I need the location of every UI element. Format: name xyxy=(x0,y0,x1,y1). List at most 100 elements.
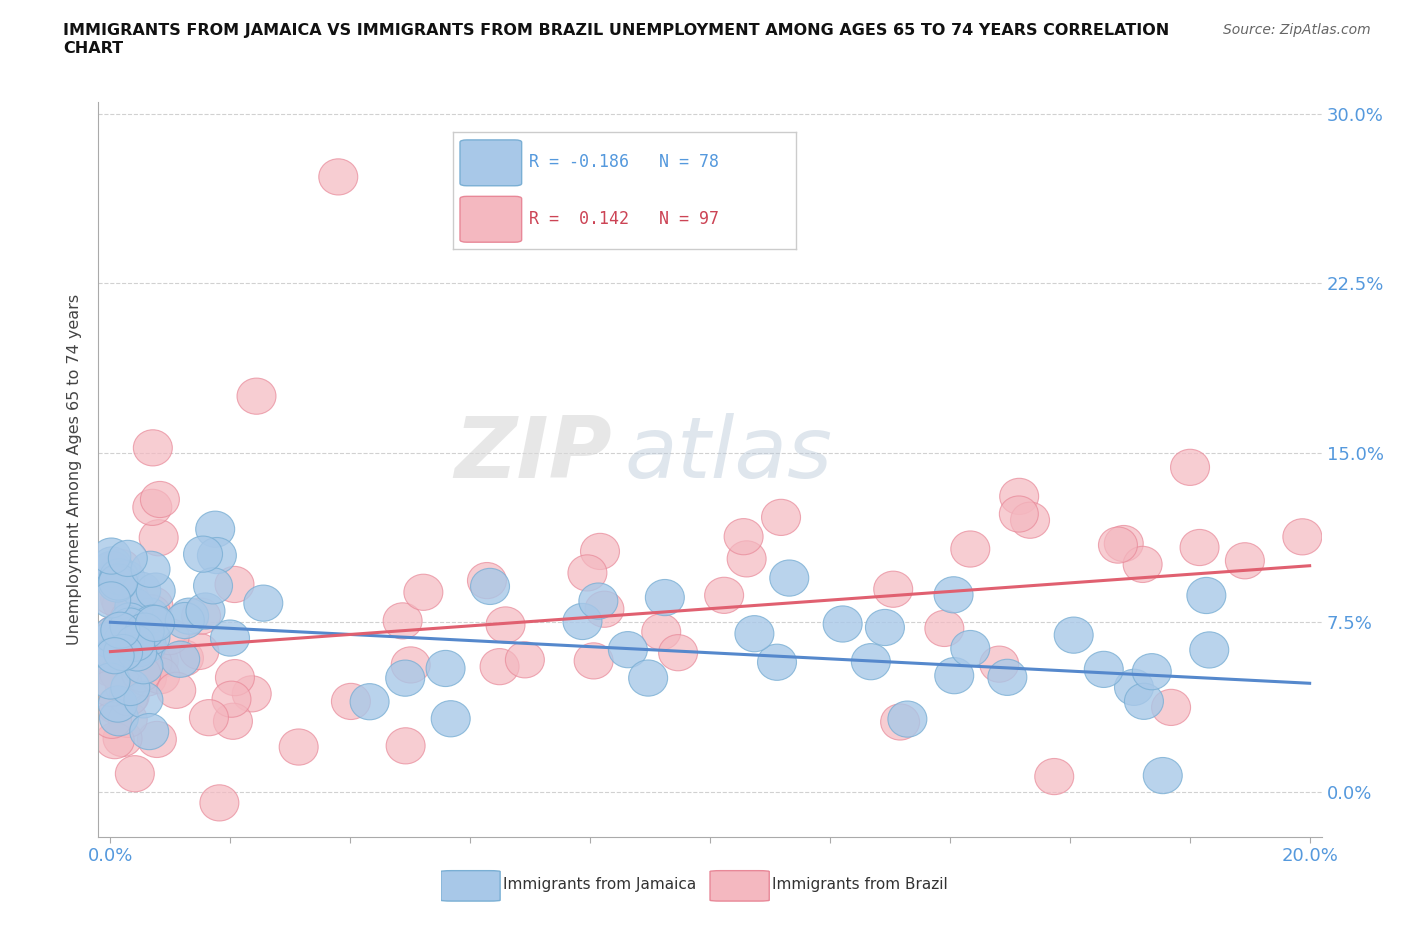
Ellipse shape xyxy=(581,533,620,569)
Ellipse shape xyxy=(215,659,254,696)
Ellipse shape xyxy=(823,606,862,642)
Text: ZIP: ZIP xyxy=(454,414,612,497)
Text: IMMIGRANTS FROM JAMAICA VS IMMIGRANTS FROM BRAZIL UNEMPLOYMENT AMONG AGES 65 TO : IMMIGRANTS FROM JAMAICA VS IMMIGRANTS FR… xyxy=(63,23,1170,56)
Ellipse shape xyxy=(128,660,166,697)
Ellipse shape xyxy=(125,613,165,649)
Ellipse shape xyxy=(166,603,204,639)
Ellipse shape xyxy=(131,619,170,656)
Ellipse shape xyxy=(141,482,180,518)
Ellipse shape xyxy=(124,647,163,684)
Ellipse shape xyxy=(1132,654,1171,690)
Ellipse shape xyxy=(704,578,744,614)
Ellipse shape xyxy=(471,568,509,604)
Ellipse shape xyxy=(138,722,176,758)
Ellipse shape xyxy=(1143,758,1182,793)
Ellipse shape xyxy=(432,700,470,737)
Ellipse shape xyxy=(391,647,430,683)
Ellipse shape xyxy=(574,643,613,679)
Ellipse shape xyxy=(385,660,425,697)
Ellipse shape xyxy=(107,561,145,596)
Ellipse shape xyxy=(94,637,134,673)
Ellipse shape xyxy=(770,560,808,596)
Ellipse shape xyxy=(120,631,157,667)
Ellipse shape xyxy=(103,721,142,757)
Ellipse shape xyxy=(93,617,132,653)
Y-axis label: Unemployment Among Ages 65 to 74 years: Unemployment Among Ages 65 to 74 years xyxy=(67,294,83,645)
Ellipse shape xyxy=(132,594,170,631)
Ellipse shape xyxy=(131,551,170,588)
Ellipse shape xyxy=(1189,631,1229,668)
Ellipse shape xyxy=(108,655,148,691)
Ellipse shape xyxy=(127,630,165,666)
Ellipse shape xyxy=(190,699,228,736)
Ellipse shape xyxy=(100,559,139,595)
Text: Source: ZipAtlas.com: Source: ZipAtlas.com xyxy=(1223,23,1371,37)
Ellipse shape xyxy=(212,681,250,717)
Ellipse shape xyxy=(214,703,253,739)
Ellipse shape xyxy=(988,659,1026,696)
Ellipse shape xyxy=(134,605,172,641)
Ellipse shape xyxy=(1180,529,1219,565)
Ellipse shape xyxy=(91,538,131,574)
Ellipse shape xyxy=(1187,578,1226,614)
Ellipse shape xyxy=(110,580,149,617)
Ellipse shape xyxy=(1054,618,1094,653)
Ellipse shape xyxy=(579,583,617,619)
Ellipse shape xyxy=(184,536,222,572)
Ellipse shape xyxy=(139,520,179,556)
Ellipse shape xyxy=(156,672,195,709)
Ellipse shape xyxy=(115,617,153,653)
Ellipse shape xyxy=(96,615,135,651)
Ellipse shape xyxy=(735,616,773,652)
Ellipse shape xyxy=(93,620,132,656)
Ellipse shape xyxy=(165,640,204,676)
Ellipse shape xyxy=(980,646,1019,683)
Ellipse shape xyxy=(562,604,602,640)
Ellipse shape xyxy=(136,573,176,609)
Ellipse shape xyxy=(97,565,136,602)
Ellipse shape xyxy=(91,663,131,699)
Ellipse shape xyxy=(609,631,647,668)
Ellipse shape xyxy=(101,550,141,586)
Ellipse shape xyxy=(100,699,138,736)
Ellipse shape xyxy=(762,499,800,536)
Ellipse shape xyxy=(98,686,138,723)
Ellipse shape xyxy=(104,622,143,658)
Text: atlas: atlas xyxy=(624,414,832,497)
Ellipse shape xyxy=(1011,502,1049,538)
Ellipse shape xyxy=(197,538,236,574)
Ellipse shape xyxy=(110,678,149,714)
Ellipse shape xyxy=(103,586,142,622)
Ellipse shape xyxy=(96,562,135,598)
Ellipse shape xyxy=(129,599,169,635)
Ellipse shape xyxy=(950,531,990,567)
Ellipse shape xyxy=(232,676,271,712)
Ellipse shape xyxy=(104,634,142,671)
Ellipse shape xyxy=(479,648,519,684)
Ellipse shape xyxy=(101,581,139,617)
Ellipse shape xyxy=(127,627,166,662)
Ellipse shape xyxy=(934,577,973,613)
Ellipse shape xyxy=(111,670,150,706)
Ellipse shape xyxy=(1000,496,1039,532)
Ellipse shape xyxy=(100,656,139,692)
Ellipse shape xyxy=(134,587,173,623)
Ellipse shape xyxy=(866,609,904,645)
Ellipse shape xyxy=(211,620,249,657)
Ellipse shape xyxy=(1115,670,1153,706)
Ellipse shape xyxy=(200,785,239,821)
Ellipse shape xyxy=(122,656,160,692)
Ellipse shape xyxy=(93,547,132,583)
Ellipse shape xyxy=(873,571,912,607)
Ellipse shape xyxy=(108,623,148,659)
Ellipse shape xyxy=(96,638,134,674)
Ellipse shape xyxy=(108,680,148,716)
Ellipse shape xyxy=(350,684,389,720)
Ellipse shape xyxy=(1226,543,1264,578)
Ellipse shape xyxy=(1035,759,1074,794)
Ellipse shape xyxy=(91,671,129,707)
Ellipse shape xyxy=(124,682,163,718)
Ellipse shape xyxy=(93,649,132,685)
Ellipse shape xyxy=(135,605,174,642)
Ellipse shape xyxy=(852,644,890,680)
